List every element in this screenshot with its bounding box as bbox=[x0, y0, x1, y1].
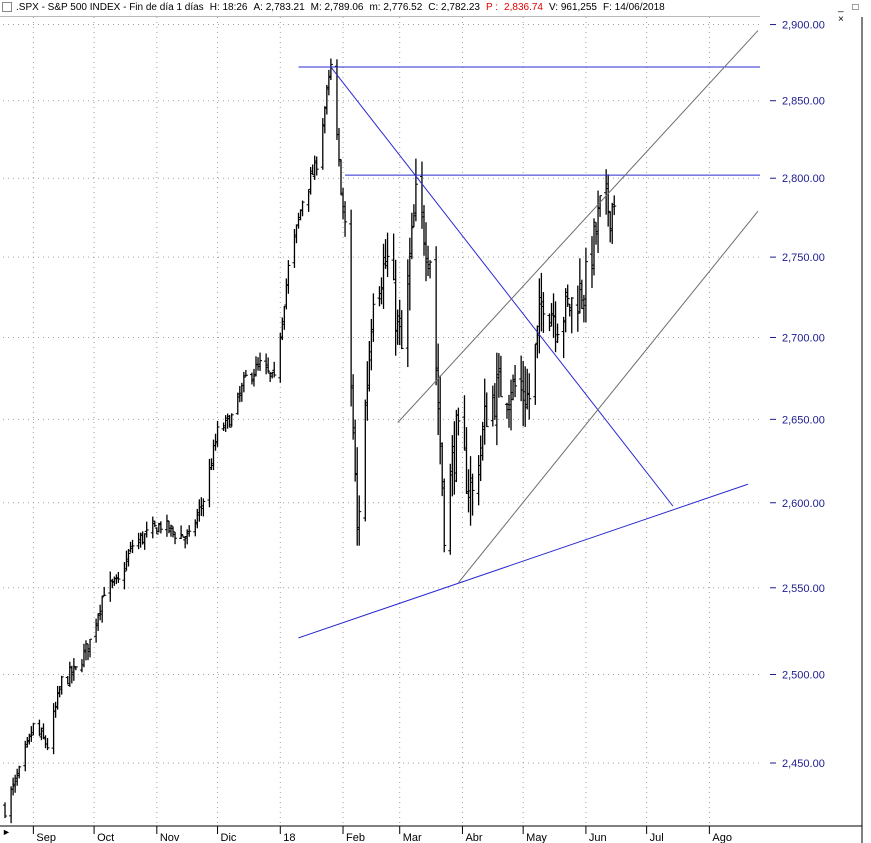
header-hour: H: 18:26 bbox=[209, 2, 248, 13]
header-date: F: 14/06/2018 bbox=[603, 2, 665, 13]
price-bars bbox=[3, 58, 617, 824]
trendline-4[interactable] bbox=[397, 30, 759, 423]
symbol-menu-icon[interactable] bbox=[2, 2, 12, 13]
x-axis: Sep Oct Nov Dic 18 Feb Mar Abr May Jun Jul Ago bbox=[0, 825, 862, 843]
x-tick-label-5: Feb bbox=[346, 832, 365, 843]
header-p-label: P : bbox=[486, 2, 499, 13]
y-tick-label-0: 2,450.00 bbox=[782, 758, 825, 770]
trendline-5[interactable] bbox=[458, 210, 759, 583]
x-tick-label-6: Mar bbox=[403, 832, 422, 843]
y-tick-label-5: 2,700.00 bbox=[782, 332, 825, 344]
y-tick-label-8: 2,850.00 bbox=[782, 96, 825, 108]
x-tick-label-7: Abr bbox=[465, 832, 482, 843]
trendline-2[interactable] bbox=[330, 66, 674, 507]
x-tick-label-9: Jun bbox=[589, 832, 607, 843]
y-tick-label-7: 2,800.00 bbox=[782, 173, 825, 185]
x-tick-label-8: May bbox=[526, 832, 547, 843]
header-volume: V: 961,255 bbox=[548, 2, 597, 13]
header-close: C: 2,782.23 bbox=[428, 2, 480, 13]
header-low: m: 2,776.52 bbox=[369, 2, 423, 13]
trendlines bbox=[298, 30, 760, 639]
chart-header: .SPX - S&P 500 INDEX - Fin de día 1 días… bbox=[0, 0, 760, 17]
chart-grid bbox=[3, 17, 762, 826]
x-tick-label-10: Jul bbox=[650, 832, 664, 843]
scroll-play-icon[interactable]: ► bbox=[2, 827, 11, 837]
y-tick-label-9: 2,900.00 bbox=[782, 20, 825, 32]
header-open: A: 2,783.21 bbox=[253, 2, 305, 13]
x-tick-label-0: Sep bbox=[36, 832, 56, 843]
header-p-value: 2,836.74 bbox=[504, 2, 543, 13]
x-tick-label-2: Nov bbox=[160, 832, 180, 843]
window-buttons[interactable]: _ □ × bbox=[838, 2, 862, 25]
trendline-3[interactable] bbox=[298, 483, 748, 639]
y-axis: 2,450.00 2,500.00 2,550.00 2,600.00 2,650.00… bbox=[763, 17, 863, 843]
y-tick-label-3: 2,600.00 bbox=[782, 498, 825, 510]
y-tick-label-2: 2,550.00 bbox=[782, 583, 825, 595]
x-tick-label-3: Dic bbox=[221, 832, 237, 843]
x-tick-label-11: Ago bbox=[712, 832, 732, 843]
y-tick-label-6: 2,750.00 bbox=[782, 252, 825, 264]
x-tick-label-1: Oct bbox=[97, 832, 114, 843]
header-symbol: .SPX - S&P 500 INDEX - Fin de día 1 días bbox=[16, 2, 204, 13]
x-tick-label-4: 18 bbox=[283, 832, 295, 843]
header-high: M: 2,789.06 bbox=[310, 2, 364, 13]
y-tick-label-4: 2,650.00 bbox=[782, 414, 825, 426]
y-tick-label-1: 2,500.00 bbox=[782, 670, 825, 682]
